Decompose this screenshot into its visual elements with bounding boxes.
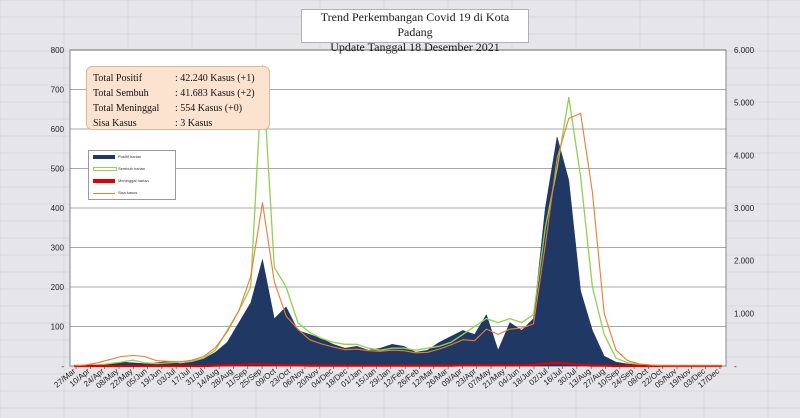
right-tick-label: 6.000 [734,46,755,55]
stat-row-meninggal: Total Meninggal : 554 Kasus (+0) [93,101,269,116]
chart-title-line2: Update Tanggal 18 Desember 2021 [330,40,500,54]
stat-row-positif: Total Positif : 42.240 Kasus (+1) [93,71,269,86]
right-tick-label: 5.000 [734,99,755,108]
right-tick-label: 2.000 [734,257,755,266]
legend-label: Sisa kasus [118,190,138,195]
legend-swatch [93,179,115,183]
stat-label: Total Sembuh [93,88,149,99]
legend-label: Meninggal harian [118,178,149,183]
stat-value: : 41.683 Kasus (+2) [175,88,255,99]
stat-label: Total Positif [93,73,143,84]
left-tick-label: - [61,362,64,371]
left-tick-label: 200 [51,283,65,292]
stat-value: : 554 Kasus (+0) [175,103,243,114]
left-tick-label: 300 [51,244,65,253]
chart-title-line1: Trend Perkembangan Covid 19 di Kota Pada… [320,10,510,39]
legend-swatch [93,193,115,194]
series-line-meninggal [74,361,722,368]
chart-title: Trend Perkembangan Covid 19 di Kota Pada… [301,9,529,54]
stat-label: Sisa Kasus [93,118,137,129]
series-layer [73,65,722,368]
x-axis: 27/Mar10/Apr24/Apr08/May22/May05/Jun19/J… [52,366,721,390]
right-tick-label: 4.000 [734,151,755,160]
left-tick-label: 400 [51,204,65,213]
right-tick-label: 3.000 [734,204,755,213]
left-tick-label: 600 [51,125,65,134]
left-tick-label: 500 [51,165,65,174]
legend-label: Positif harian [118,154,142,159]
right-tick-label: - [734,362,737,371]
legend-label: Sembuh harian [118,166,146,171]
stat-value: : 3 Kasus [175,118,213,129]
stat-value: : 42.240 Kasus (+1) [175,73,255,84]
stat-row-sembuh: Total Sembuh : 41.683 Kasus (+2) [93,86,269,101]
left-axis: - 100 200 300 400 500 600 700 800 [51,46,65,371]
legend-swatch [93,167,117,171]
series-area-positif [73,136,722,367]
left-tick-label: 800 [51,46,65,55]
left-tick-label: 700 [51,86,65,95]
legend-swatch [93,155,115,159]
stat-row-sisa: Sisa Kasus : 3 Kasus [93,116,269,131]
right-axis: - 1.000 2.000 3.000 4.000 5.000 6.000 [734,46,755,371]
summary-box: Total Positif : 42.240 Kasus (+1) Total … [86,66,270,130]
series-line-sisa [73,112,722,367]
right-tick-label: 1.000 [734,309,755,318]
stat-label: Total Meninggal [93,103,160,114]
legend: Positif harian Sembuh harian Meninggal h… [88,150,176,200]
left-tick-label: 100 [51,323,65,332]
